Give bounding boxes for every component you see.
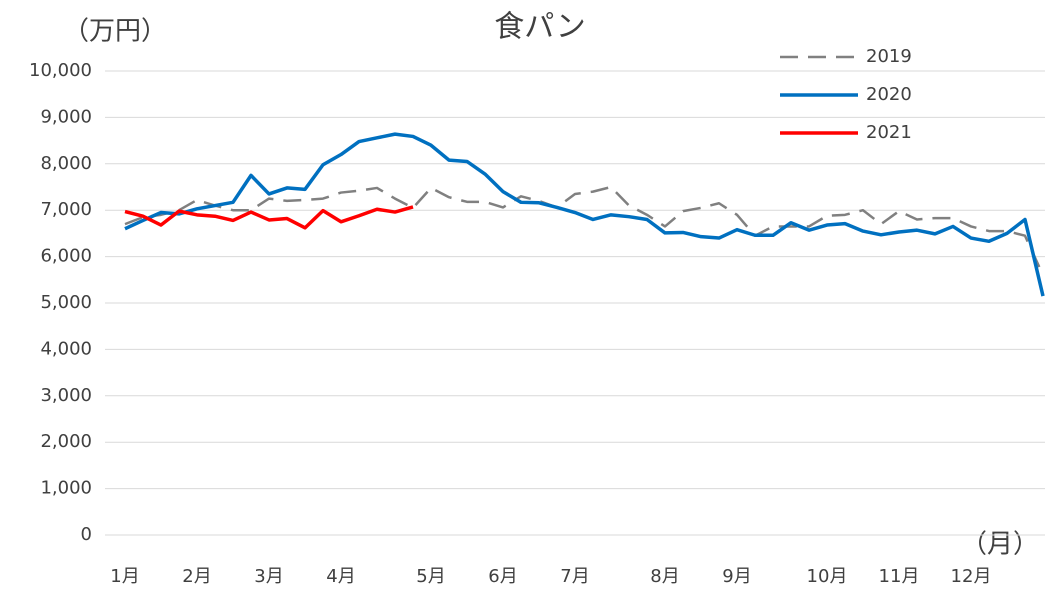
y-tick-label: 8,000 — [40, 153, 92, 174]
y-tick-label: 2,000 — [40, 431, 92, 452]
x-tick-label: 3月 — [254, 566, 283, 587]
x-tick-label: 6月 — [488, 566, 517, 587]
x-tick-label: 2月 — [182, 566, 211, 587]
y-tick-label: 3,000 — [40, 385, 92, 406]
y-tick-label: 1,000 — [40, 478, 92, 499]
x-tick-label: 4月 — [326, 566, 355, 587]
line-2020 — [124, 132, 1045, 297]
x-tick-label: 7月 — [560, 566, 589, 587]
y-tick-label: 4,000 — [40, 338, 92, 359]
x-tick-label: 12月 — [951, 566, 992, 587]
legend-label: 2021 — [866, 122, 912, 143]
x-tick-label: 5月 — [416, 566, 445, 587]
y-tick-label: 10,000 — [29, 60, 92, 81]
line-2019 — [124, 185, 1045, 276]
y-tick-label: 6,000 — [40, 246, 92, 267]
line-2021 — [124, 205, 414, 230]
y-tick-label: 7,000 — [40, 199, 92, 220]
legend-label: 2020 — [866, 84, 912, 105]
x-tick-label: 11月 — [879, 566, 920, 587]
y-tick-label: 9,000 — [40, 106, 92, 127]
x-tick-label: 9月 — [722, 566, 751, 587]
chart-title: 食パン — [494, 10, 586, 45]
y-tick-label: 5,000 — [40, 292, 92, 313]
x-tick-label: 1月 — [110, 566, 139, 587]
x-tick-label: 10月 — [807, 566, 848, 587]
x-unit: （月） — [961, 530, 1039, 560]
y-tick-label: 0 — [81, 524, 92, 545]
legend-label: 2019 — [866, 46, 912, 67]
y-unit: （万円） — [63, 17, 167, 47]
x-tick-label: 8月 — [650, 566, 679, 587]
